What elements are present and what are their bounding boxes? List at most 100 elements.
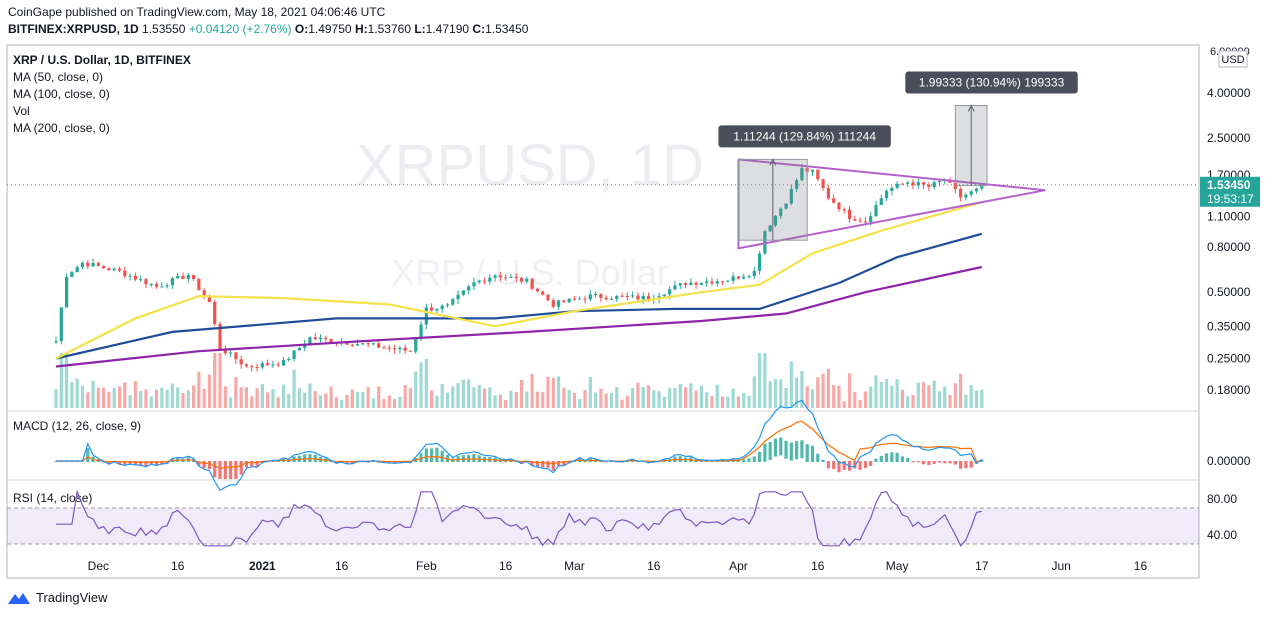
volume-bar — [276, 397, 280, 408]
volume-bar — [234, 377, 238, 408]
footer: TradingView — [8, 590, 108, 605]
candle-body — [456, 294, 460, 300]
symbol-bar: BITFINEX:XRPUSD, 1D 1.53550 +0.04120 (+2… — [8, 22, 528, 36]
volume-bar — [223, 386, 227, 408]
volume-bar — [673, 387, 677, 408]
candle-body — [244, 364, 249, 367]
open-label: O: — [294, 22, 309, 36]
measure-2-label-bg — [905, 71, 1078, 94]
volume-bar — [128, 395, 132, 408]
candle-body — [398, 347, 402, 350]
macd-histogram-bar — [953, 461, 957, 465]
candle-body — [858, 220, 862, 222]
candle-body — [636, 295, 640, 300]
volume-bar — [594, 392, 598, 408]
symbol-name[interactable]: BITFINEX:XRPUSD, 1D — [8, 22, 139, 36]
candle-body — [837, 202, 841, 210]
x-tick-label: 16 — [499, 559, 513, 573]
macd-histogram-bar — [556, 461, 561, 466]
candle-body — [641, 296, 645, 300]
volume-bar — [895, 379, 899, 408]
candle-body — [403, 347, 407, 351]
candle-body — [149, 284, 153, 286]
volume-bar — [514, 391, 518, 408]
volume-bar — [964, 394, 968, 408]
ma200-line — [55, 265, 983, 368]
candle-body — [498, 275, 502, 278]
volume-bar — [334, 397, 338, 408]
candle-body — [144, 279, 148, 285]
volume-bar — [731, 388, 735, 408]
candle-body — [710, 281, 714, 284]
volume-bar — [641, 387, 645, 408]
macd-histogram-bar — [959, 461, 963, 469]
volume-bar — [890, 385, 894, 408]
volume-bar — [467, 379, 471, 408]
macd-histogram-bar — [435, 447, 439, 462]
macd-histogram-bar — [430, 448, 434, 462]
candle-body — [350, 344, 354, 346]
tradingview-logo-icon — [8, 592, 30, 604]
footer-brand[interactable]: TradingView — [36, 590, 108, 605]
macd-histogram-bar — [900, 456, 905, 462]
macd-histogram-bar — [779, 437, 783, 456]
candle-body — [419, 324, 423, 339]
volume-bar — [451, 386, 455, 408]
macd-tick: 0.00000 — [1207, 454, 1251, 468]
volume-bar — [509, 390, 513, 408]
macd-histogram-bar — [546, 461, 550, 468]
volume-bar — [858, 400, 862, 408]
volume-bar — [662, 396, 666, 408]
macd-histogram-bar — [821, 459, 825, 462]
candle-body — [414, 338, 418, 352]
volume-bar — [493, 395, 497, 408]
candle-body — [371, 343, 376, 345]
volume-bar — [652, 390, 656, 408]
macd-histogram-bar — [847, 461, 852, 471]
candle-body — [747, 276, 751, 278]
macd-histogram-bar — [144, 461, 148, 467]
volume-bar — [567, 389, 571, 408]
candle-body — [117, 268, 122, 271]
macd-histogram-bar — [244, 461, 249, 468]
macd-histogram-bar — [424, 448, 428, 462]
volume-bar — [430, 390, 434, 408]
volume-bar — [832, 385, 836, 408]
measure-1-arrowhead — [769, 158, 777, 166]
macd-histogram-bar — [784, 440, 788, 459]
legend-item: Vol — [13, 104, 30, 118]
volume-bar — [414, 371, 418, 408]
volume-bar — [255, 388, 259, 408]
candle-body — [779, 208, 783, 216]
candle-body — [583, 298, 587, 300]
candle-body — [160, 286, 164, 288]
x-tick-label: 16 — [1134, 559, 1148, 573]
candle-body — [530, 278, 534, 289]
macd-histogram-bar — [139, 461, 143, 466]
y-tick-label: 0.80000 — [1207, 240, 1251, 254]
macd-histogram-bar — [541, 461, 545, 468]
price-change: +0.04120 (+2.76%) — [188, 22, 292, 36]
legend-title: XRP / U.S. Dollar, 1D, BITFINEX — [13, 53, 191, 67]
measure-2-label: 1.99333 (130.94%) 199333 — [919, 76, 1065, 90]
candle-body — [366, 343, 370, 345]
candle-body — [980, 185, 984, 189]
volume-bar — [213, 353, 217, 408]
macd-histogram-bar — [906, 458, 910, 462]
macd-histogram-bar — [197, 461, 201, 466]
volume-bar — [144, 389, 148, 408]
candle-body — [906, 182, 910, 184]
candle-body — [191, 275, 196, 279]
volume-bar — [805, 386, 809, 408]
volume-bar — [784, 388, 788, 408]
volume-bar — [620, 399, 624, 408]
candle-body — [588, 294, 592, 300]
volume-bar — [525, 391, 529, 408]
macd-histogram-bar — [810, 445, 815, 462]
volume-bar — [244, 387, 249, 408]
volume-bar — [689, 383, 693, 408]
macd-histogram-bar — [128, 461, 132, 465]
candle-body — [916, 182, 920, 186]
candle-body — [609, 298, 614, 300]
